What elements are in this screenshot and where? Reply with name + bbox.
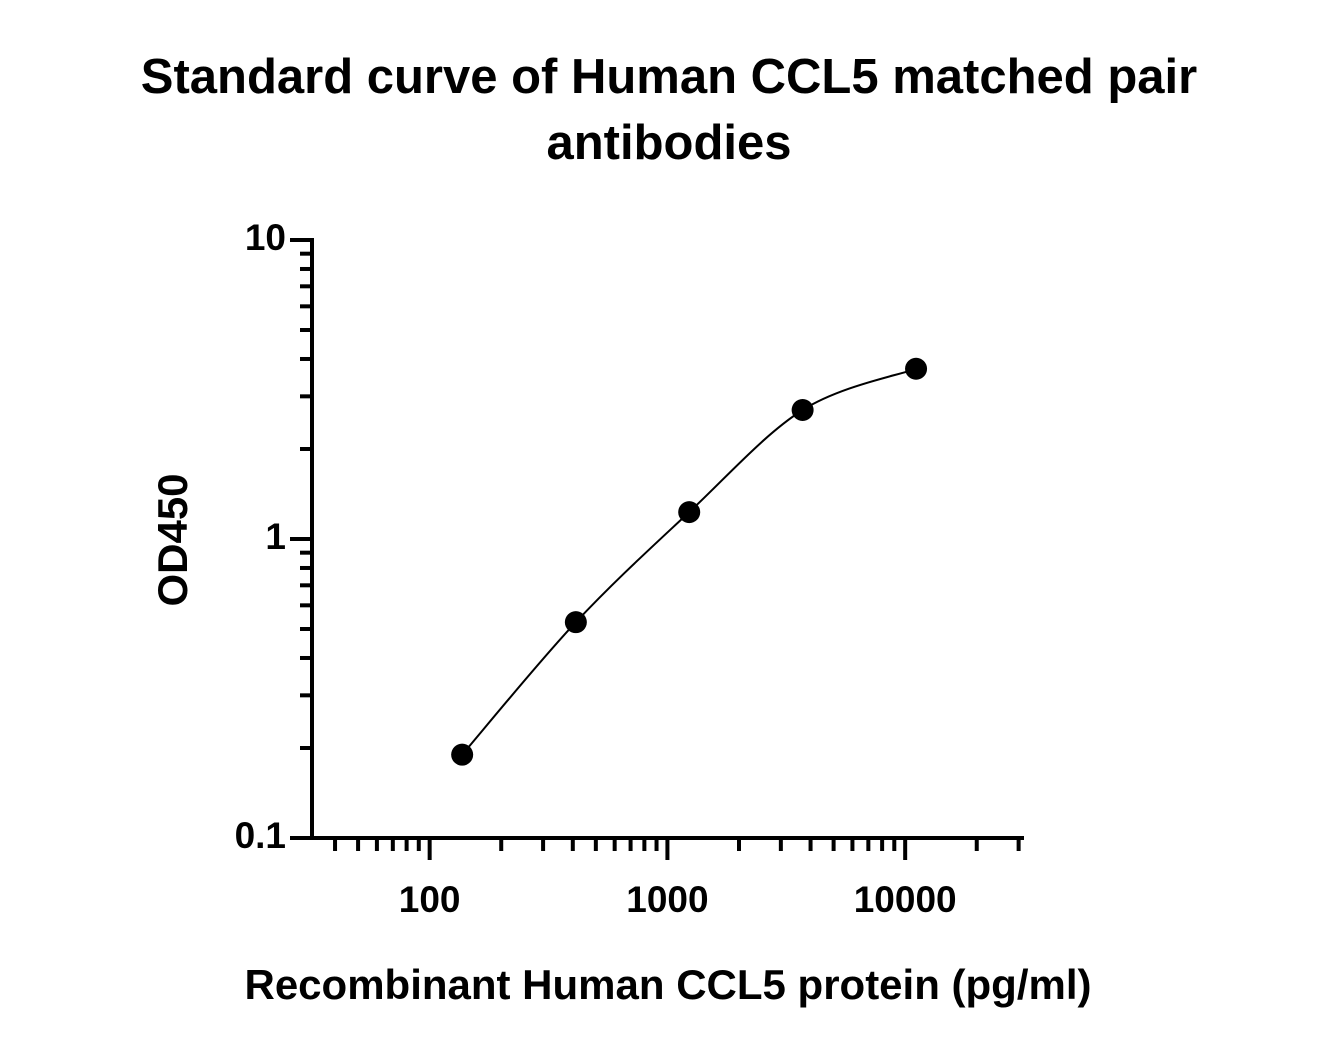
y-tick-label: 1: [265, 516, 286, 557]
y-axis-label: OD450: [149, 473, 196, 606]
data-point: [451, 743, 474, 766]
chart-title: Standard curve of Human CCL5 matched pai…: [140, 50, 1198, 170]
x-tick-label: 1000: [626, 879, 708, 920]
data-point: [564, 611, 587, 634]
x-tick-label: 100: [399, 879, 461, 920]
fit-curve: [461, 367, 917, 756]
x-axis-label: Recombinant Human CCL5 protein (pg/ml): [244, 961, 1091, 1008]
y-tick-label: 10: [245, 217, 286, 258]
data-point: [678, 501, 701, 524]
data-point: [791, 399, 814, 422]
x-tick-label: 10000: [854, 879, 957, 920]
y-tick-label: 0.1: [235, 815, 286, 856]
data-point: [905, 357, 928, 380]
